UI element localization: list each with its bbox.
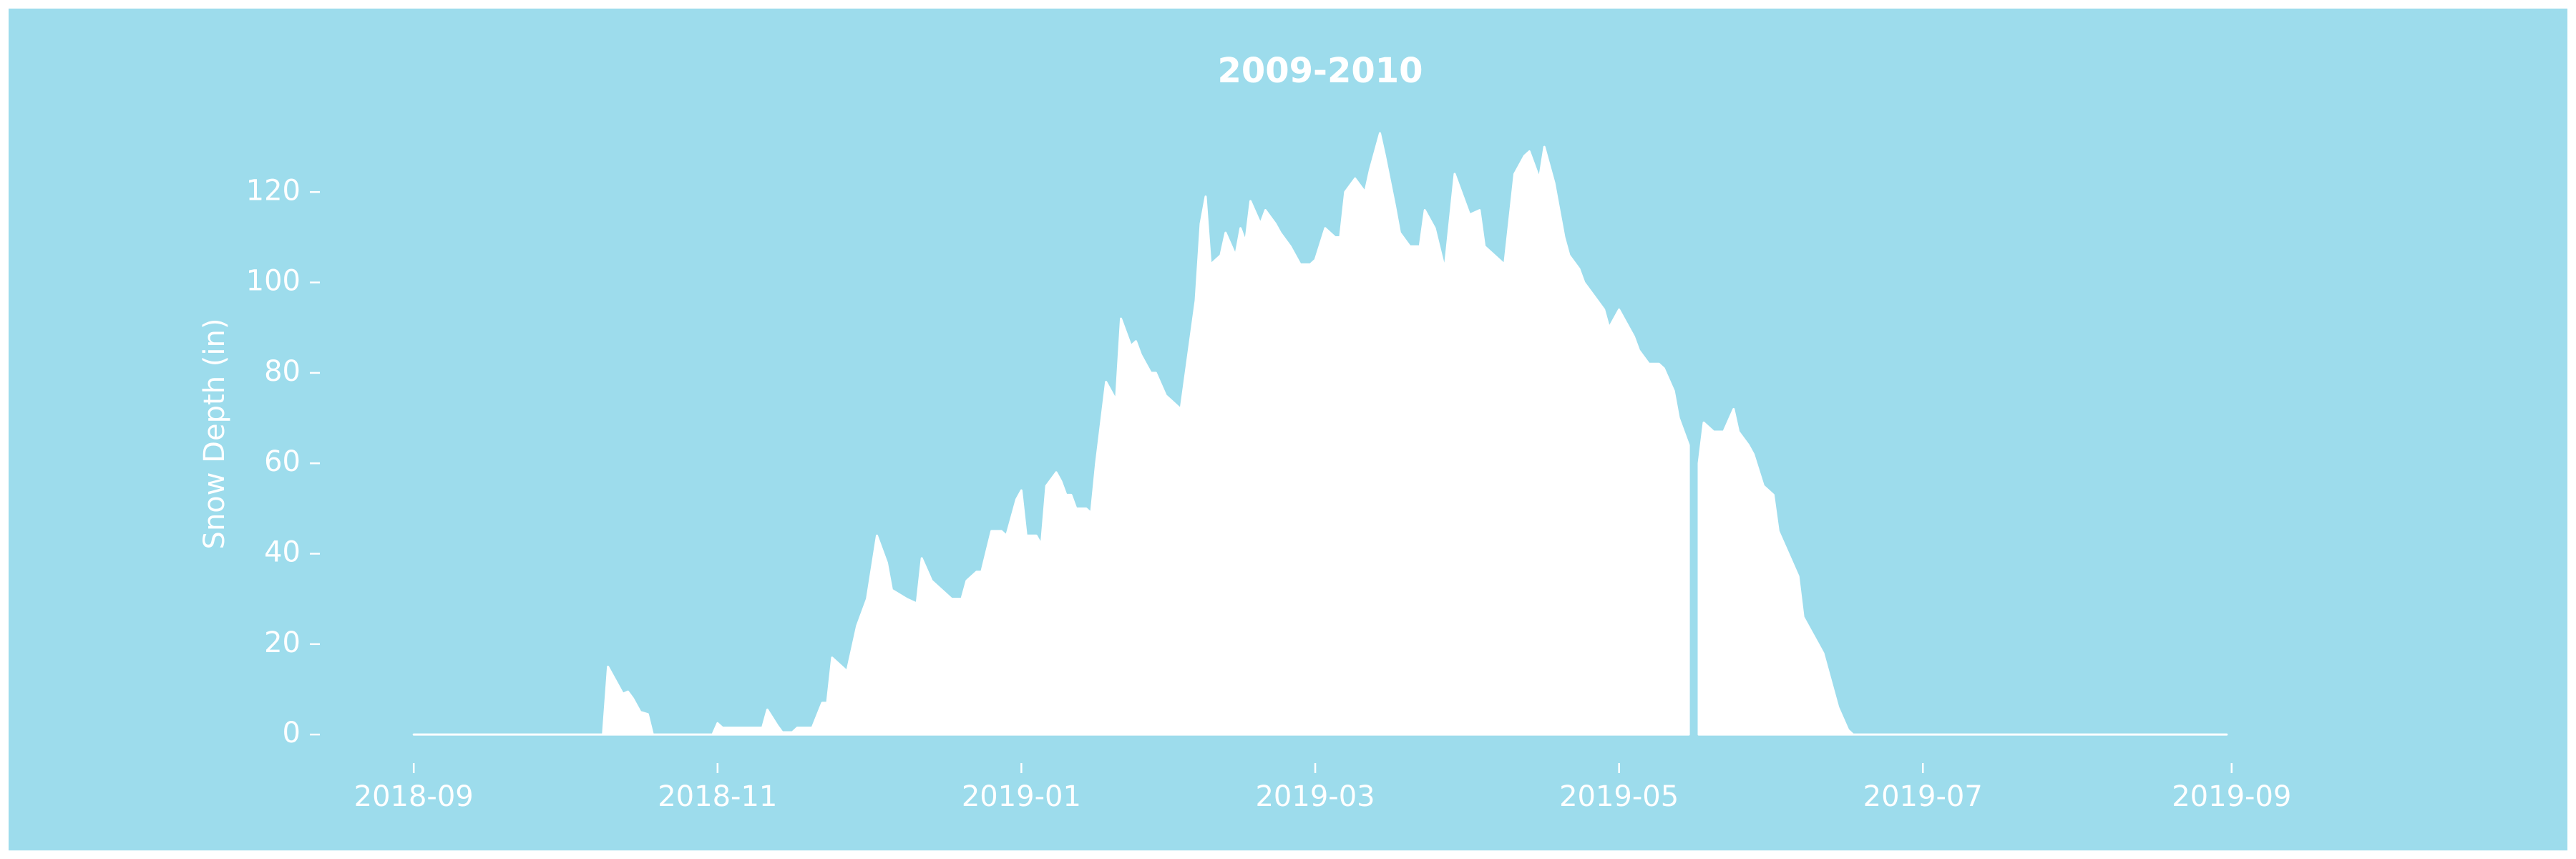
x-tick-label: 2018-11 xyxy=(658,780,777,813)
area xyxy=(1697,407,2228,736)
y-tick-label: 80 xyxy=(264,355,301,388)
x-tick-label: 2019-01 xyxy=(962,780,1081,813)
y-tick-label: 20 xyxy=(264,626,301,659)
area xyxy=(412,132,1690,736)
y-tick-label: 120 xyxy=(246,174,301,207)
x-tick-label: 2019-05 xyxy=(1559,780,1679,813)
y-tick-label: 100 xyxy=(246,265,301,298)
y-axis-label: Snow Depth (in) xyxy=(198,319,231,550)
x-tick-label: 2018-09 xyxy=(354,780,474,813)
y-tick-label: 40 xyxy=(264,536,301,569)
chart-title: 2009-2010 xyxy=(1217,51,1423,91)
x-tick-label: 2019-03 xyxy=(1255,780,1375,813)
y-tick-label: 60 xyxy=(264,445,301,478)
x-tick-label: 2019-07 xyxy=(1863,780,1983,813)
y-tick-label: 0 xyxy=(283,717,301,749)
x-tick-label: 2019-09 xyxy=(2172,780,2291,813)
